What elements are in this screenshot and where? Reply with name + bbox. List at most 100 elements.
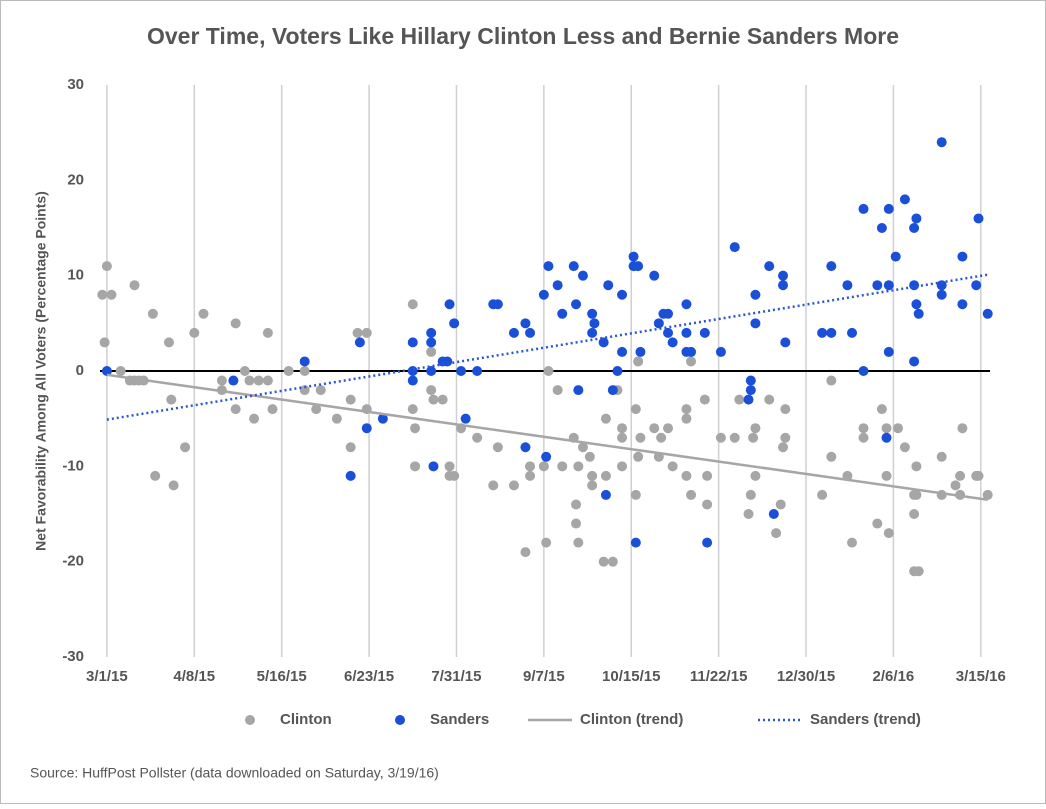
- legend-label: Sanders (trend): [810, 711, 921, 728]
- point: [663, 423, 674, 434]
- point: [607, 556, 618, 567]
- point: [681, 413, 692, 424]
- point: [612, 366, 623, 376]
- point: [331, 413, 342, 424]
- x-tick-label: 9/7/15: [523, 668, 565, 685]
- point: [428, 461, 439, 472]
- x-tick-label: 3/1/15: [86, 668, 128, 685]
- point: [538, 461, 549, 472]
- point: [957, 423, 968, 434]
- point: [571, 299, 582, 310]
- point: [702, 499, 713, 510]
- point: [686, 489, 697, 500]
- point: [101, 261, 112, 272]
- x-tick-label: 10/15/15: [602, 668, 660, 685]
- point: [750, 289, 761, 300]
- point: [598, 337, 609, 348]
- point: [909, 223, 920, 233]
- point: [525, 470, 536, 481]
- point: [311, 404, 322, 415]
- point: [345, 470, 356, 481]
- point: [847, 537, 858, 548]
- point: [617, 423, 628, 434]
- point: [472, 366, 483, 376]
- point: [410, 423, 421, 434]
- point: [407, 366, 418, 376]
- point: [872, 280, 883, 291]
- point: [520, 318, 531, 329]
- point: [589, 318, 600, 329]
- point: [573, 461, 584, 472]
- point: [283, 366, 294, 376]
- point: [913, 308, 924, 319]
- point: [630, 404, 641, 415]
- point: [936, 137, 947, 148]
- point: [426, 327, 437, 338]
- point: [198, 308, 209, 319]
- point: [437, 394, 448, 405]
- point: [299, 356, 310, 367]
- point: [541, 537, 552, 548]
- x-tick-label: 3/15/16: [956, 668, 1006, 685]
- point: [913, 566, 924, 577]
- point: [541, 451, 552, 462]
- point: [778, 270, 789, 281]
- point: [472, 432, 483, 443]
- point: [883, 203, 894, 214]
- point: [745, 385, 756, 396]
- point: [936, 289, 947, 300]
- x-tick-label: 5/16/15: [257, 668, 307, 685]
- point: [557, 308, 568, 319]
- point: [345, 442, 356, 453]
- point: [842, 280, 853, 291]
- point: [715, 432, 726, 443]
- point: [410, 461, 421, 472]
- point: [775, 499, 786, 510]
- point: [681, 327, 692, 338]
- point: [150, 470, 161, 481]
- point: [743, 394, 754, 405]
- point: [826, 375, 837, 386]
- point: [407, 404, 418, 415]
- point: [299, 366, 310, 376]
- point: [508, 480, 519, 491]
- point: [449, 318, 460, 329]
- point: [750, 318, 761, 329]
- y-tick-label: -30: [62, 648, 84, 665]
- point: [444, 461, 455, 472]
- point: [817, 327, 828, 338]
- point: [847, 327, 858, 338]
- point: [577, 270, 588, 281]
- point: [444, 299, 455, 310]
- x-tick-label: 12/30/15: [777, 668, 835, 685]
- point: [635, 346, 646, 357]
- point: [858, 432, 869, 443]
- legend-marker: [245, 715, 255, 725]
- point: [426, 366, 437, 376]
- point: [244, 375, 255, 386]
- point: [249, 413, 260, 424]
- point: [750, 470, 761, 481]
- point: [603, 280, 614, 291]
- y-axis-label: Net Favorability Among All Voters (Perce…: [33, 191, 49, 551]
- point: [686, 346, 697, 357]
- point: [607, 385, 618, 396]
- y-tick-label: 10: [67, 267, 84, 284]
- point: [598, 556, 609, 567]
- point: [667, 461, 678, 472]
- point: [617, 432, 628, 443]
- point: [768, 509, 779, 519]
- point: [649, 270, 660, 281]
- point: [858, 423, 869, 434]
- point: [729, 242, 740, 253]
- point: [971, 280, 982, 291]
- point: [106, 289, 117, 300]
- point: [262, 327, 273, 338]
- point: [600, 489, 611, 500]
- point: [587, 480, 598, 491]
- point: [681, 299, 692, 310]
- point: [361, 327, 372, 338]
- point: [686, 356, 697, 367]
- x-tick-label: 7/31/15: [431, 668, 481, 685]
- point: [557, 461, 568, 472]
